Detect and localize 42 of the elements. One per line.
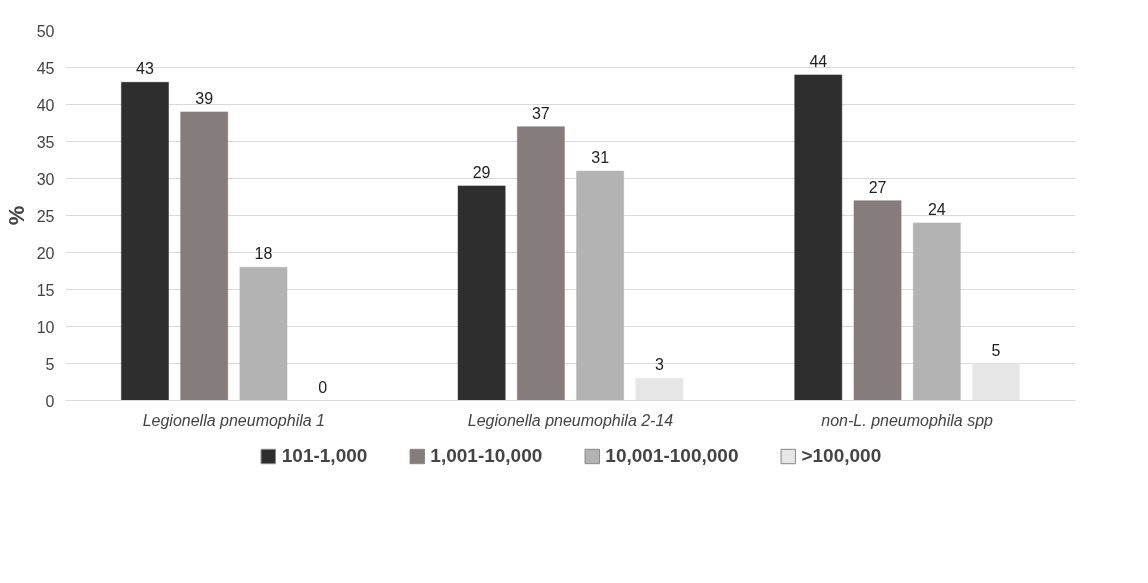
legend-label: 101-1,000 — [281, 445, 368, 467]
data-label: 0 — [318, 378, 328, 396]
y-tick-label: 15 — [36, 281, 55, 299]
data-label: 3 — [654, 356, 664, 374]
x-tick-label: non-L. pneumophila spp — [821, 411, 994, 429]
y-tick-label: 5 — [45, 355, 55, 373]
x-tick-label: Legionella pneumophila 1 — [142, 411, 326, 429]
x-tick-label: Legionella pneumophila 2-14 — [467, 411, 674, 429]
data-label: 27 — [868, 178, 887, 196]
y-tick-label: 0 — [45, 392, 55, 410]
bar — [635, 378, 684, 401]
bar — [239, 267, 288, 401]
y-axis-title: % — [3, 205, 29, 226]
data-label: 18 — [254, 245, 273, 263]
bar — [912, 222, 961, 401]
y-tick-label: 40 — [36, 96, 55, 114]
bar — [853, 200, 902, 401]
bar — [972, 363, 1020, 401]
y-tick-label: 35 — [36, 133, 55, 151]
data-label: 39 — [195, 89, 214, 107]
data-label: 24 — [927, 200, 946, 218]
data-label: 29 — [472, 163, 491, 181]
bar — [517, 126, 565, 401]
y-tick-label: 50 — [36, 22, 55, 40]
data-label: 43 — [136, 60, 154, 78]
data-label: 5 — [991, 341, 1001, 359]
bar — [121, 82, 169, 401]
y-tick-label: 20 — [36, 244, 55, 262]
y-tick-label: 45 — [36, 59, 55, 77]
bar — [180, 111, 229, 401]
data-label: 37 — [531, 104, 550, 122]
data-label: 31 — [591, 149, 610, 167]
y-tick-label: 25 — [36, 207, 55, 225]
bar — [457, 185, 506, 401]
data-label: 44 — [809, 52, 828, 70]
bar — [794, 74, 843, 401]
legend-label: 10,001-100,000 — [605, 445, 739, 467]
legend-label: 1,001-10,000 — [430, 445, 543, 467]
bar — [576, 170, 624, 401]
y-tick-label: 10 — [36, 318, 55, 336]
legend-label: >100,000 — [801, 445, 882, 467]
y-tick-label: 30 — [36, 170, 55, 188]
